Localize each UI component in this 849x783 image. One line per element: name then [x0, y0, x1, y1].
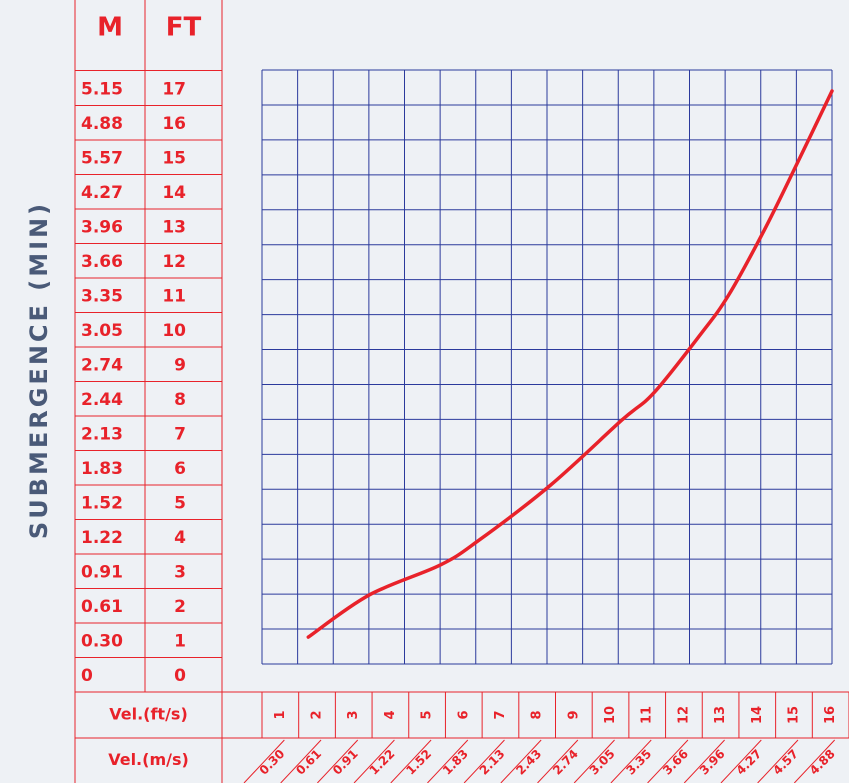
table-border — [500, 739, 542, 783]
m-cell: 1.83 — [440, 747, 471, 778]
ft-cell: 15 — [786, 706, 801, 724]
table-cell: 3.66 — [81, 252, 123, 272]
table-border — [390, 739, 432, 783]
table-border — [720, 739, 762, 783]
table-border — [537, 739, 579, 783]
ft-cell: 14 — [750, 706, 765, 724]
ft-cell: 4 — [383, 710, 398, 719]
ft-cell: 13 — [713, 706, 728, 724]
table-border — [243, 739, 285, 783]
table-cell: 7 — [174, 424, 186, 444]
ft-cell: 8 — [530, 710, 545, 719]
row-label: Vel.(m/s) — [108, 750, 189, 769]
table-cell: 5.57 — [81, 148, 123, 168]
table-border — [647, 739, 689, 783]
ft-cell: 3 — [346, 710, 361, 719]
m-cell: 3.66 — [660, 747, 691, 778]
m-cell: 4.57 — [770, 747, 801, 778]
ft-cell: 2 — [310, 710, 325, 719]
ft-cell: 7 — [493, 710, 508, 719]
table-border — [280, 739, 322, 783]
ft-cell: 16 — [823, 706, 838, 724]
ft-cell: 11 — [640, 706, 655, 724]
table-cell: 4.88 — [81, 114, 123, 134]
ft-cell: 10 — [603, 706, 618, 724]
table-border — [757, 739, 799, 783]
table-cell: 3.96 — [81, 217, 123, 237]
m-cell: 0.91 — [330, 747, 361, 778]
table-border — [683, 739, 725, 783]
table-border — [793, 739, 836, 783]
table-cell: 8 — [174, 390, 186, 410]
m-cell: 1.22 — [367, 747, 398, 778]
table-cell: 2.13 — [81, 424, 123, 444]
table-cell: 16 — [162, 114, 186, 134]
table-cell: 0 — [174, 666, 186, 686]
table-cell: 6 — [174, 459, 186, 479]
curve — [306, 89, 834, 639]
m-cell: 2.13 — [477, 747, 508, 778]
m-cell: 2.43 — [513, 747, 544, 778]
table-cell: 14 — [162, 183, 186, 203]
table-cell: 11 — [162, 286, 186, 306]
ft-cell: 12 — [676, 706, 691, 724]
table-cell: 1.52 — [81, 493, 123, 513]
table-cell: 3.35 — [81, 286, 123, 306]
m-cell: 2.74 — [550, 747, 581, 778]
table-cell: 0.30 — [81, 631, 123, 651]
table-cell: 13 — [162, 217, 186, 237]
table-cell: 9 — [174, 355, 186, 375]
row-label: Vel.(ft/s) — [109, 705, 188, 724]
table-border — [463, 739, 505, 783]
table-cell: 2.44 — [81, 390, 123, 410]
table-cell: 3 — [174, 562, 186, 582]
y-title: SUBMERGENCE (MIN) — [25, 201, 53, 539]
table-border — [610, 739, 652, 783]
table-cell: 12 — [162, 252, 186, 272]
table-cell: 4 — [174, 528, 186, 548]
table-cell: 15 — [162, 148, 186, 168]
table-cell: 1.22 — [81, 528, 123, 548]
m-cell: 1.52 — [403, 747, 434, 778]
table-cell: 1 — [174, 631, 186, 651]
table-border — [317, 739, 359, 783]
m-cell: 3.96 — [697, 747, 728, 778]
table-cell: 5.15 — [81, 79, 123, 99]
table-cell: 5 — [174, 493, 186, 513]
table-border — [427, 739, 469, 783]
header-cell: M — [97, 13, 123, 43]
m-cell: 0.61 — [293, 747, 324, 778]
m-cell: 0.30 — [257, 747, 288, 778]
table-cell: 4.27 — [81, 183, 123, 203]
ft-cell: 5 — [420, 710, 435, 719]
table-border — [573, 739, 615, 783]
m-cell: 3.05 — [587, 747, 618, 778]
header-cell: FT — [166, 13, 202, 43]
table-border — [353, 739, 395, 783]
m-cell: 4.88 — [807, 747, 838, 778]
table-cell: 3.05 — [81, 321, 123, 341]
table-cell: 10 — [162, 321, 186, 341]
ft-cell: 9 — [566, 710, 581, 719]
m-cell: 3.35 — [623, 747, 654, 778]
table-cell: 0 — [81, 666, 93, 686]
table-cell: 2.74 — [81, 355, 123, 375]
table-cell: 17 — [162, 79, 186, 99]
m-cell: 4.27 — [734, 747, 765, 778]
table-cell: 2 — [174, 597, 186, 617]
table-cell: 1.83 — [81, 459, 123, 479]
table-cell: 0.91 — [81, 562, 123, 582]
ft-cell: 6 — [456, 710, 471, 719]
table-cell: 0.61 — [81, 597, 123, 617]
ft-cell: 1 — [273, 710, 288, 719]
